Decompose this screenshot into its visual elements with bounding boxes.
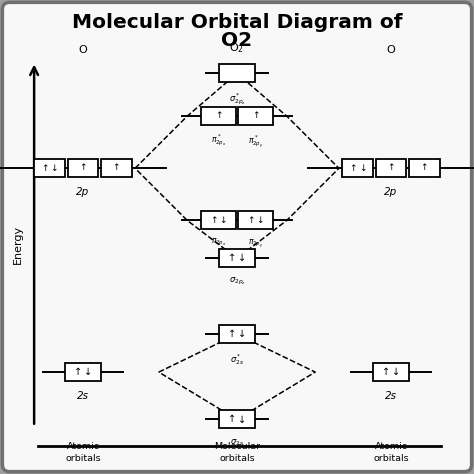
- Text: ↑: ↑: [112, 163, 120, 172]
- Text: $\pi^*_{2p_x}$: $\pi^*_{2p_x}$: [211, 133, 226, 148]
- Bar: [342, 159, 373, 177]
- Text: ↑: ↑: [41, 164, 49, 173]
- Text: ↓: ↓: [219, 216, 227, 225]
- Bar: [219, 325, 255, 343]
- Text: $\sigma_{2p_z}$: $\sigma_{2p_z}$: [228, 276, 246, 287]
- Text: ↑: ↑: [383, 367, 391, 377]
- Text: 2s: 2s: [77, 391, 89, 401]
- Bar: [67, 159, 98, 177]
- Text: ↓: ↓: [237, 329, 246, 339]
- Text: ↑: ↑: [74, 367, 82, 377]
- Text: $\pi_{2p_y}$: $\pi_{2p_y}$: [248, 237, 263, 250]
- Bar: [238, 107, 273, 125]
- Bar: [375, 159, 406, 177]
- Text: ↑: ↑: [387, 163, 395, 172]
- Text: 2p: 2p: [384, 187, 398, 197]
- Bar: [219, 249, 255, 267]
- Text: ↑: ↑: [349, 164, 357, 173]
- Text: ↑: ↑: [228, 414, 237, 425]
- Text: O: O: [387, 45, 395, 55]
- Text: ↓: ↓: [51, 164, 58, 173]
- Bar: [409, 159, 439, 177]
- Text: ↑: ↑: [215, 111, 222, 120]
- Text: 2s: 2s: [385, 391, 397, 401]
- Text: $\pi^*_{2p_y}$: $\pi^*_{2p_y}$: [248, 133, 263, 150]
- Text: O: O: [79, 45, 87, 55]
- Text: $\sigma_{2s}$: $\sigma_{2s}$: [230, 437, 244, 447]
- Text: ↑: ↑: [210, 216, 218, 225]
- Bar: [238, 211, 273, 229]
- Text: ↑: ↑: [247, 216, 255, 225]
- Text: ↓: ↓: [237, 414, 246, 425]
- Bar: [34, 159, 65, 177]
- Text: ↑: ↑: [228, 253, 237, 264]
- Text: O2: O2: [221, 31, 253, 50]
- Text: $\pi_{2p_x}$: $\pi_{2p_x}$: [211, 237, 226, 248]
- Bar: [201, 107, 236, 125]
- Text: ↑: ↑: [228, 329, 237, 339]
- Text: Molecular Orbital Diagram of: Molecular Orbital Diagram of: [72, 13, 402, 32]
- Text: ↓: ↓: [392, 367, 400, 377]
- Text: ↑: ↑: [420, 163, 428, 172]
- Text: $\sigma^*_{2p_z}$: $\sigma^*_{2p_z}$: [228, 91, 246, 107]
- Text: Energy: Energy: [13, 225, 23, 264]
- Bar: [100, 159, 131, 177]
- Bar: [65, 363, 100, 381]
- Text: 2p: 2p: [76, 187, 90, 197]
- Text: ↓: ↓: [359, 164, 366, 173]
- Text: Atomic
orbitals: Atomic orbitals: [373, 442, 409, 463]
- Bar: [201, 211, 236, 229]
- Text: ↓: ↓: [256, 216, 264, 225]
- Text: Molecular
orbitals: Molecular orbitals: [214, 442, 260, 463]
- Text: ↓: ↓: [237, 253, 246, 264]
- Bar: [219, 410, 255, 428]
- Bar: [219, 64, 255, 82]
- Bar: [373, 363, 409, 381]
- Text: O$_2$: O$_2$: [229, 41, 245, 55]
- Text: Atomic
orbitals: Atomic orbitals: [65, 442, 101, 463]
- Text: $\sigma^*_{2s}$: $\sigma^*_{2s}$: [230, 352, 244, 366]
- Text: ↓: ↓: [83, 367, 91, 377]
- Text: ↑: ↑: [79, 163, 87, 172]
- Text: ↑: ↑: [252, 111, 259, 120]
